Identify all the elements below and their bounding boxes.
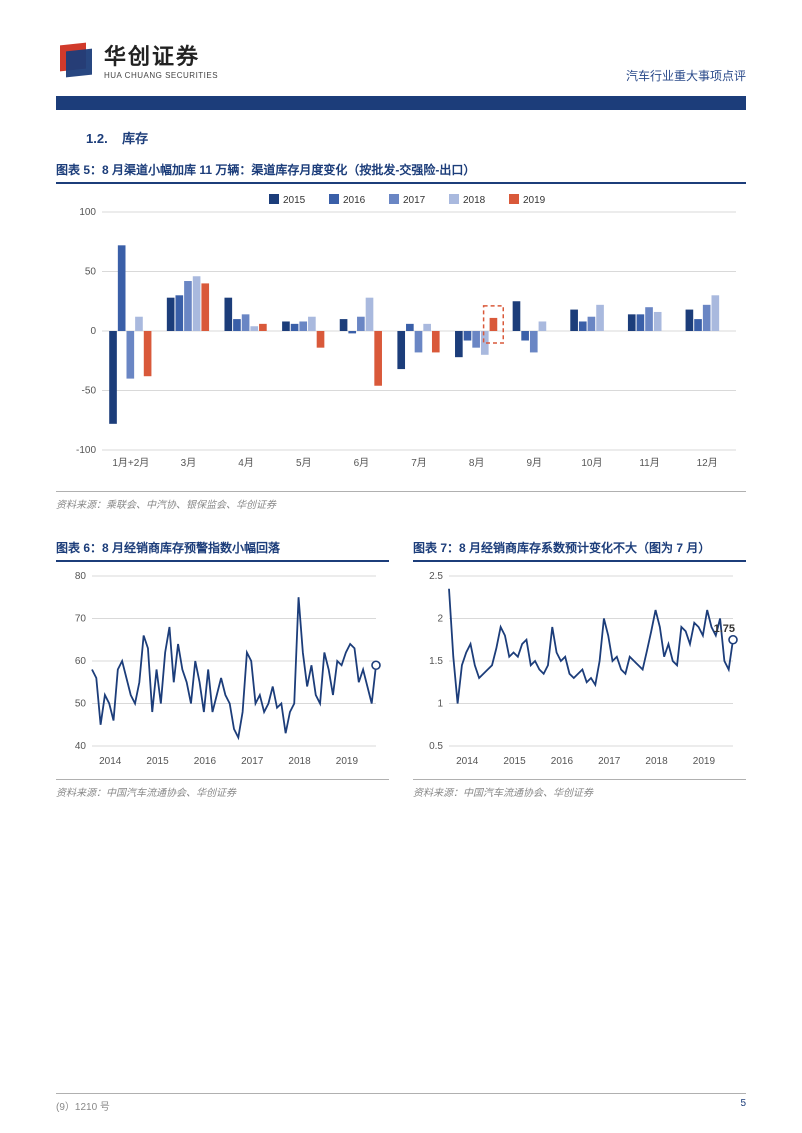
figure-row-6-7: 图表 6：8 月经销商库存预警指数小幅回落 40 50 60 70 80 2014 2015… (56, 539, 746, 799)
svg-text:9月: 9月 (526, 457, 542, 469)
svg-text:2018: 2018 (288, 756, 311, 767)
figure-7-chart: 0.5 1 1.5 2 2.5 2014 2015 2016 2017 2018 2019 1.75 (413, 562, 746, 777)
svg-text:100: 100 (79, 207, 96, 218)
svg-text:2015: 2015 (503, 756, 526, 767)
figure-5-block: 图表 5：8 月渠道小幅加库 11 万辆：渠道库存月度变化（按批发-交强险-出口… (56, 161, 746, 511)
svg-text:2019: 2019 (693, 756, 716, 767)
logo-icon (56, 40, 94, 78)
svg-text:80: 80 (75, 571, 87, 582)
svg-text:1月+2月: 1月+2月 (112, 457, 149, 469)
svg-text:8月: 8月 (469, 457, 485, 469)
svg-text:10月: 10月 (581, 457, 602, 469)
svg-text:3月: 3月 (181, 457, 197, 469)
svg-text:-100: -100 (76, 445, 96, 456)
svg-text:2017: 2017 (598, 756, 621, 767)
svg-text:2017: 2017 (241, 756, 264, 767)
svg-text:11月: 11月 (639, 457, 659, 469)
svg-text:2: 2 (437, 614, 443, 625)
doc-category: 汽车行业重大事项点评 (626, 67, 746, 90)
svg-text:-50: -50 (82, 386, 97, 397)
svg-text:7月: 7月 (411, 457, 427, 469)
header-rule (56, 96, 746, 110)
svg-text:6月: 6月 (354, 457, 370, 469)
svg-text:2.5: 2.5 (429, 571, 443, 582)
page-number: 5 (740, 1098, 746, 1113)
logo-en: HUA CHUANG SECURITIES (104, 71, 218, 80)
svg-text:1.5: 1.5 (429, 656, 443, 667)
figure-6-title: 图表 6：8 月经销商库存预警指数小幅回落 (56, 539, 389, 562)
svg-text:2016: 2016 (194, 756, 217, 767)
svg-text:0: 0 (90, 326, 96, 337)
figure-5-source: 资料来源：乘联会、中汽协、银保监会、华创证券 (56, 491, 746, 511)
svg-text:5月: 5月 (296, 457, 312, 469)
svg-text:1.75: 1.75 (714, 623, 735, 635)
svg-text:0.5: 0.5 (429, 741, 443, 752)
figure-5-svg: -100 -50 0 50 100 2015 2016 2017 2018 2019 1月+2月 3月… (56, 184, 746, 484)
svg-text:2015: 2015 (283, 195, 306, 206)
figure-7-source: 资料来源：中国汽车流通协会、华创证券 (413, 779, 746, 799)
logo-text: 华创证券 HUA CHUANG SECURITIES (104, 39, 218, 80)
figure-6-block: 图表 6：8 月经销商库存预警指数小幅回落 40 50 60 70 80 2014 2015… (56, 539, 389, 799)
svg-text:2014: 2014 (99, 756, 122, 767)
svg-text:2017: 2017 (403, 195, 426, 206)
figure-6-source: 资料来源：中国汽车流通协会、华创证券 (56, 779, 389, 799)
page-header: 华创证券 HUA CHUANG SECURITIES 汽车行业重大事项点评 (0, 0, 802, 90)
section-heading: 1.2. 库存 (86, 128, 746, 147)
svg-text:2018: 2018 (463, 195, 486, 206)
figure-5-chart: -100 -50 0 50 100 2015 2016 2017 2018 2019 1月+2月 3月… (56, 184, 746, 489)
figure-6-chart: 40 50 60 70 80 2014 2015 2016 2017 2018 2019 (56, 562, 389, 777)
svg-text:1: 1 (437, 699, 443, 710)
section-num: 1.2. (86, 131, 108, 146)
logo-block: 华创证券 HUA CHUANG SECURITIES (56, 39, 218, 80)
footer-left: (9）1210 号 (56, 1098, 110, 1113)
figure-5-title: 图表 5：8 月渠道小幅加库 11 万辆：渠道库存月度变化（按批发-交强险-出口… (56, 161, 746, 184)
logo-cn: 华创证券 (104, 39, 218, 71)
page-footer: (9）1210 号 5 (56, 1093, 746, 1113)
svg-text:50: 50 (75, 699, 87, 710)
svg-text:12月: 12月 (697, 457, 718, 469)
svg-text:2016: 2016 (551, 756, 574, 767)
svg-text:60: 60 (75, 656, 87, 667)
figure-7-svg: 0.5 1 1.5 2 2.5 2014 2015 2016 2017 2018 2019 1.75 (413, 562, 745, 772)
svg-text:70: 70 (75, 614, 87, 625)
svg-text:40: 40 (75, 741, 87, 752)
figure-6-svg: 40 50 60 70 80 2014 2015 2016 2017 2018 2019 (56, 562, 388, 772)
svg-text:2014: 2014 (456, 756, 479, 767)
figure-7-title: 图表 7：8 月经销商库存系数预计变化不大（图为 7 月） (413, 539, 746, 562)
svg-text:4月: 4月 (238, 457, 254, 469)
svg-text:2016: 2016 (343, 195, 366, 206)
svg-text:50: 50 (85, 267, 97, 278)
figure-7-block: 图表 7：8 月经销商库存系数预计变化不大（图为 7 月） 0.5 1 1.5 2 2.… (413, 539, 746, 799)
svg-text:2019: 2019 (523, 195, 546, 206)
svg-text:2018: 2018 (645, 756, 668, 767)
svg-text:2015: 2015 (146, 756, 169, 767)
section-title-text: 库存 (122, 131, 148, 146)
svg-text:2019: 2019 (336, 756, 359, 767)
